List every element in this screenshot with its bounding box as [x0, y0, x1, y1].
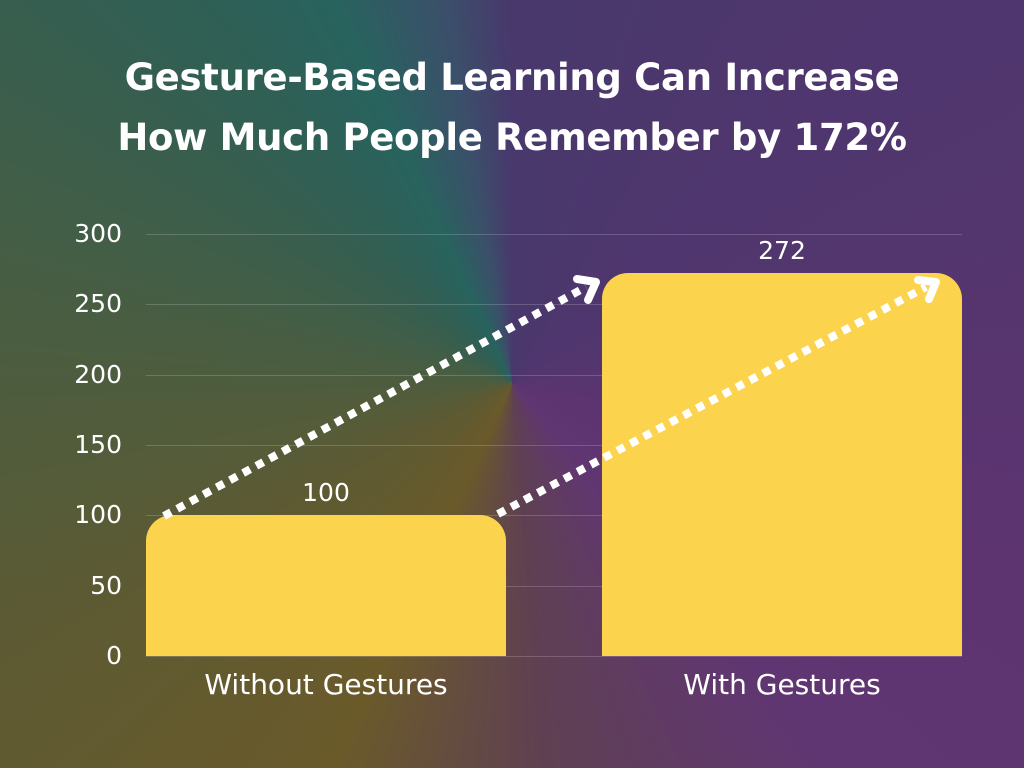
gridline-100 [146, 515, 962, 516]
arrow-left-dotted-icon [162, 275, 600, 520]
x-category-without-gestures: Without Gestures [204, 668, 448, 701]
x-category-with-gestures: With Gestures [683, 668, 881, 701]
bar-value-label-with-gestures: 272 [758, 236, 806, 265]
y-tick-50: 50 [90, 571, 122, 600]
y-tick-250: 250 [74, 289, 122, 318]
arrow-right-dotted-icon [496, 276, 940, 518]
gridline-150 [146, 445, 962, 446]
chart-title: Gesture-Based Learning Can Increase How … [0, 48, 1024, 168]
gridline-50 [146, 586, 962, 587]
chart-title-line-2: How Much People Remember by 172% [117, 116, 907, 159]
y-tick-100: 100 [74, 500, 122, 529]
bar-value-label-without-gestures: 100 [302, 478, 350, 507]
y-tick-150: 150 [74, 430, 122, 459]
gridline-0 [146, 656, 962, 657]
gridline-200 [146, 375, 962, 376]
gridline-250 [146, 304, 962, 305]
y-tick-300: 300 [74, 219, 122, 248]
chart-title-line-1: Gesture-Based Learning Can Increase [124, 56, 900, 99]
gridline-300 [146, 234, 962, 235]
bar-without-gestures [146, 515, 506, 656]
y-tick-200: 200 [74, 360, 122, 389]
y-tick-0: 0 [106, 641, 122, 670]
bar-with-gestures [602, 273, 962, 656]
